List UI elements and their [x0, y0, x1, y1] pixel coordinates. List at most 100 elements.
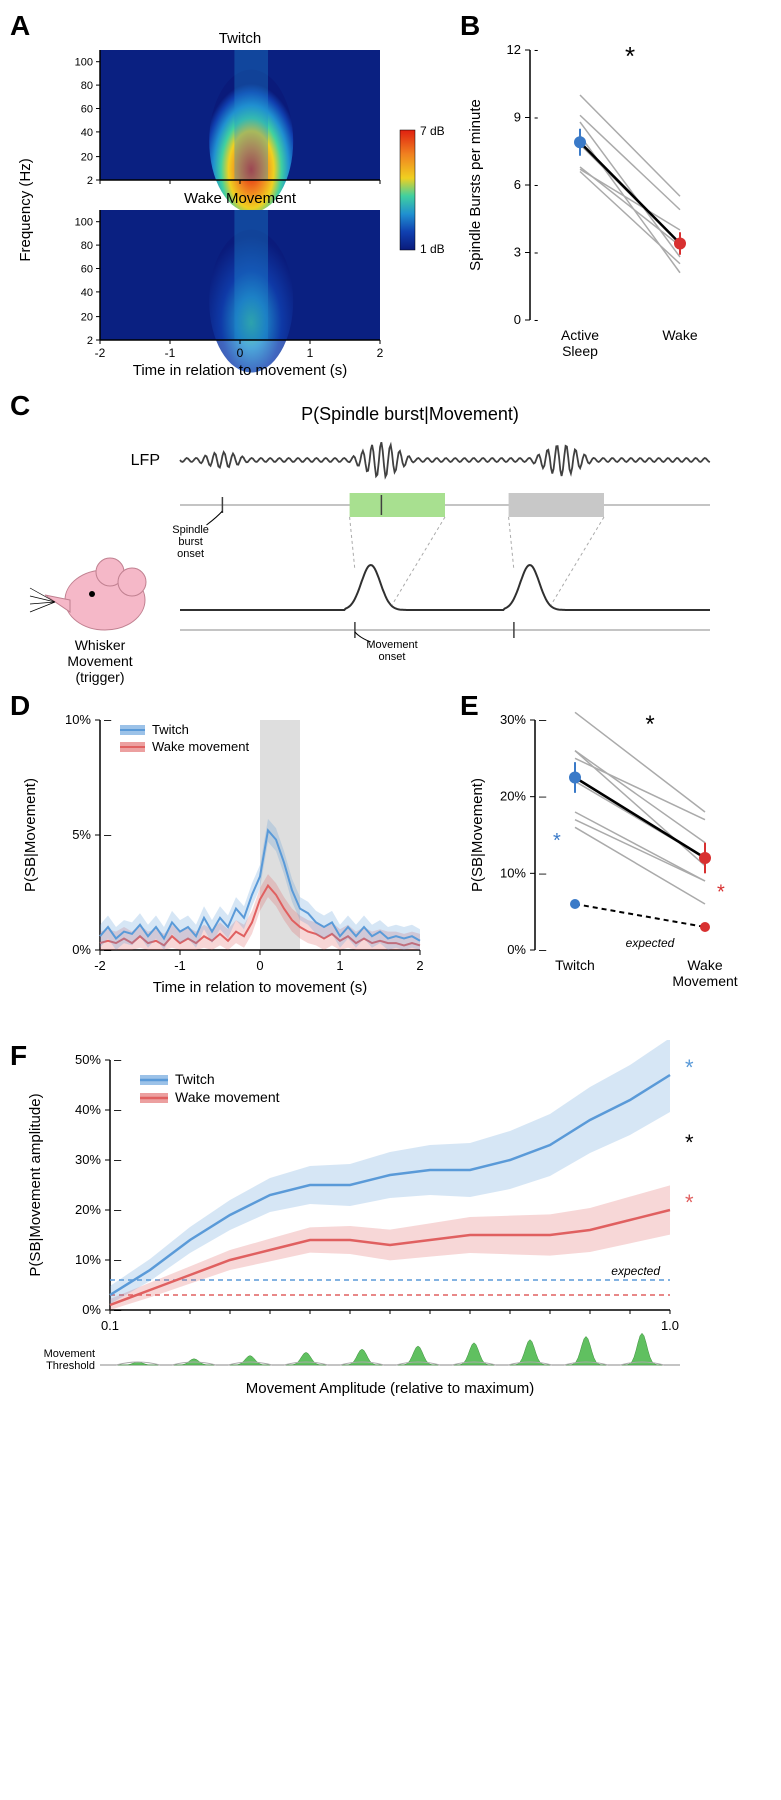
- svg-text:*: *: [645, 711, 654, 738]
- svg-text:10%: 10%: [75, 1252, 101, 1267]
- svg-text:*: *: [717, 882, 725, 904]
- svg-text:10%: 10%: [500, 865, 526, 880]
- svg-text:3: 3: [514, 245, 521, 260]
- svg-text:*: *: [685, 1190, 694, 1215]
- svg-text:0.1: 0.1: [101, 1318, 119, 1333]
- svg-text:40%: 40%: [75, 1102, 101, 1117]
- svg-text:-1: -1: [174, 958, 186, 973]
- panel-e-svg: 0%–10%–20%–30%–P(SB|Movement)expectedTwi…: [460, 690, 760, 1020]
- svg-text:*: *: [553, 830, 561, 852]
- svg-text:0%: 0%: [507, 942, 526, 957]
- svg-text:-: -: [534, 312, 538, 327]
- svg-text:5%: 5%: [72, 827, 91, 842]
- svg-text:Spindle Bursts per minute: Spindle Bursts per minute: [467, 99, 484, 271]
- svg-text:60: 60: [81, 104, 93, 116]
- svg-text:-2: -2: [95, 346, 106, 360]
- svg-text:-2: -2: [94, 958, 106, 973]
- svg-text:Wake movement: Wake movement: [175, 1089, 280, 1105]
- svg-text:–: –: [539, 942, 547, 957]
- svg-text:–: –: [539, 712, 547, 727]
- svg-text:Whisker: Whisker: [75, 637, 126, 653]
- svg-text:50%: 50%: [75, 1052, 101, 1067]
- panel-b-label: B: [460, 10, 480, 42]
- svg-text:100: 100: [75, 57, 93, 69]
- svg-text:–: –: [114, 1202, 122, 1217]
- panel-b-svg: 0-3-6-9-12-Spindle Bursts per minuteActi…: [460, 10, 760, 390]
- svg-text:9: 9: [514, 110, 521, 125]
- svg-text:7 dB: 7 dB: [420, 124, 445, 138]
- svg-text:80: 80: [81, 80, 93, 92]
- svg-text:1.0: 1.0: [661, 1318, 679, 1333]
- svg-text:1 dB: 1 dB: [420, 242, 445, 256]
- svg-text:Active: Active: [561, 327, 599, 343]
- svg-text:Twitch: Twitch: [219, 30, 262, 47]
- svg-text:20: 20: [81, 312, 93, 324]
- svg-text:12: 12: [507, 42, 521, 57]
- svg-text:P(SB|Movement): P(SB|Movement): [22, 778, 39, 892]
- svg-text:LFP: LFP: [131, 452, 160, 469]
- svg-text:Sleep: Sleep: [562, 343, 598, 359]
- svg-text:60: 60: [81, 264, 93, 276]
- svg-text:0%: 0%: [82, 1302, 101, 1317]
- svg-text:burst: burst: [178, 536, 202, 548]
- svg-text:Frequency (Hz): Frequency (Hz): [17, 158, 34, 261]
- svg-text:Spindle: Spindle: [172, 524, 209, 536]
- svg-text:onset: onset: [379, 651, 406, 663]
- svg-text:expected: expected: [611, 1264, 660, 1278]
- svg-text:Time in relation to movement (: Time in relation to movement (s): [133, 362, 348, 379]
- svg-text:Wake: Wake: [687, 957, 722, 973]
- svg-text:Twitch: Twitch: [152, 722, 189, 737]
- panel-e-label: E: [460, 690, 479, 722]
- svg-text:expected: expected: [626, 936, 675, 950]
- svg-text:–: –: [114, 1052, 122, 1067]
- svg-text:Movement: Movement: [672, 973, 737, 989]
- svg-text:–: –: [539, 789, 547, 804]
- svg-text:1: 1: [307, 346, 314, 360]
- svg-text:–: –: [114, 1152, 122, 1167]
- svg-text:–: –: [104, 712, 112, 727]
- svg-text:*: *: [625, 41, 635, 71]
- svg-text:-: -: [534, 110, 538, 125]
- svg-text:0: 0: [256, 958, 263, 973]
- panel-f-label: F: [10, 1040, 27, 1072]
- panel-a-label: A: [10, 10, 30, 42]
- svg-text:Twitch: Twitch: [175, 1071, 215, 1087]
- svg-text:2: 2: [87, 335, 93, 347]
- svg-text:–: –: [114, 1252, 122, 1267]
- svg-text:30%: 30%: [500, 712, 526, 727]
- svg-text:20%: 20%: [500, 789, 526, 804]
- svg-text:1: 1: [336, 958, 343, 973]
- svg-text:Movement Amplitude (relative t: Movement Amplitude (relative to maximum): [246, 1380, 534, 1397]
- svg-text:-: -: [534, 42, 538, 57]
- svg-text:40: 40: [81, 287, 93, 299]
- panel-c-label: C: [10, 390, 30, 422]
- svg-text:Wake: Wake: [662, 327, 697, 343]
- svg-text:2: 2: [377, 346, 384, 360]
- svg-text:Wake Movement: Wake Movement: [184, 190, 297, 207]
- svg-text:–: –: [539, 865, 547, 880]
- panel-d-svg: 0%–5%–10%–-2-1012P(SB|Movement)Time in r…: [10, 690, 460, 1020]
- svg-text:–: –: [104, 827, 112, 842]
- panel-d-label: D: [10, 690, 30, 722]
- svg-text:6: 6: [514, 177, 521, 192]
- svg-text:(trigger): (trigger): [75, 669, 124, 685]
- panel-c-svg: P(Spindle burst|Movement)LFPSpindleburst…: [10, 390, 770, 690]
- svg-text:Movement: Movement: [67, 653, 132, 669]
- svg-text:100: 100: [75, 217, 93, 229]
- svg-text:0%: 0%: [72, 942, 91, 957]
- svg-text:80: 80: [81, 240, 93, 252]
- svg-text:10%: 10%: [65, 712, 91, 727]
- svg-text:20%: 20%: [75, 1202, 101, 1217]
- svg-text:*: *: [685, 1130, 694, 1155]
- svg-text:30%: 30%: [75, 1152, 101, 1167]
- svg-text:-1: -1: [165, 346, 176, 360]
- svg-text:Wake movement: Wake movement: [152, 739, 249, 754]
- svg-text:0: 0: [514, 312, 521, 327]
- svg-text:Movement: Movement: [366, 639, 417, 651]
- svg-text:onset: onset: [177, 548, 204, 560]
- svg-text:P(SB|Movement): P(SB|Movement): [469, 778, 486, 892]
- svg-text:*: *: [685, 1055, 694, 1080]
- svg-text:Movement: Movement: [44, 1348, 95, 1360]
- panel-a-svg: Frequency (Hz)Twitch220406080100Wake Mov…: [10, 10, 460, 390]
- svg-text:0: 0: [237, 346, 244, 360]
